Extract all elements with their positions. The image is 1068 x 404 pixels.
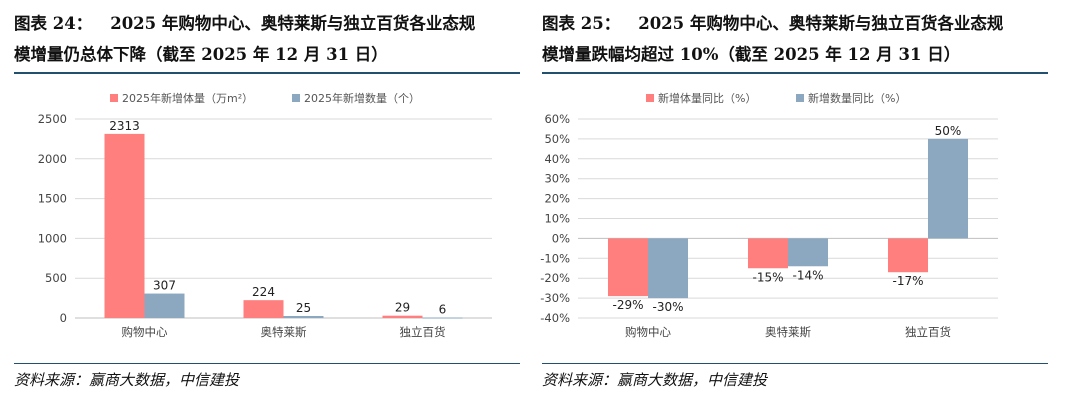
title-line-1: 2025 年购物中心、奥特莱斯与独立百货各业态规 bbox=[110, 14, 476, 33]
y-tick-label: 1000 bbox=[38, 231, 67, 245]
data-label: 25 bbox=[296, 301, 311, 315]
y-tick-label: 1500 bbox=[38, 192, 67, 206]
bar bbox=[382, 315, 423, 318]
title-rule bbox=[14, 72, 520, 74]
x-tick-label: 购物中心 bbox=[122, 325, 168, 339]
y-tick-label: 50% bbox=[544, 132, 570, 146]
legend-swatch bbox=[110, 94, 118, 102]
data-label: -29% bbox=[612, 298, 643, 312]
y-tick-label: 40% bbox=[544, 152, 570, 166]
data-label: 307 bbox=[153, 279, 176, 293]
x-tick-label: 独立百货 bbox=[400, 325, 446, 339]
y-tick-label: -40% bbox=[540, 311, 570, 325]
source-note: 资料来源：赢商大数据，中信建投 bbox=[542, 371, 768, 389]
source-rule bbox=[542, 363, 1048, 364]
x-tick-label: 奥特莱斯 bbox=[765, 325, 811, 339]
chart-panel-25: 图表 25： 2025 年购物中心、奥特莱斯与独立百货各业态规 模增量跌幅均超过 … bbox=[528, 0, 1048, 404]
bar bbox=[104, 133, 145, 318]
x-tick-label: 购物中心 bbox=[625, 325, 671, 339]
x-tick-label: 奥特莱斯 bbox=[261, 325, 307, 339]
title-line-1: 2025 年购物中心、奥特莱斯与独立百货各业态规 bbox=[638, 14, 1004, 33]
chart-title: 图表 25： 2025 年购物中心、奥特莱斯与独立百货各业态规 模增量跌幅均超过 … bbox=[542, 8, 1042, 70]
data-label: -15% bbox=[752, 270, 783, 284]
data-label: 2313 bbox=[109, 119, 140, 133]
bar bbox=[283, 316, 324, 318]
legend-label: 2025年新增体量（万m²） bbox=[122, 91, 253, 105]
y-tick-label: 0% bbox=[552, 231, 570, 245]
bar-chart-24: 2025年新增体量（万m²） 2025年新增数量（个） 0 500 1000 1500 20… bbox=[38, 91, 492, 339]
bar bbox=[648, 238, 688, 299]
bar bbox=[788, 238, 828, 267]
y-tick-label: 2000 bbox=[38, 152, 67, 166]
y-tick-label: 0 bbox=[60, 311, 67, 325]
y-tick-label: 500 bbox=[45, 271, 67, 285]
legend-label: 新增数量同比（%） bbox=[808, 91, 906, 105]
y-tick-label: -20% bbox=[540, 271, 570, 285]
bar bbox=[243, 300, 284, 318]
title-line-2: 模增量跌幅均超过 10%（截至 2025 年 12 月 31 日） bbox=[542, 45, 961, 64]
legend-swatch bbox=[292, 94, 300, 102]
legend-label: 2025年新增数量（个） bbox=[304, 91, 420, 105]
y-tick-label: 2500 bbox=[38, 112, 67, 126]
source-note: 资料来源：赢商大数据，中信建投 bbox=[14, 371, 240, 389]
data-label: 29 bbox=[395, 301, 410, 315]
source-rule bbox=[14, 363, 520, 364]
bar-chart-25: 新增体量同比（%） 新增数量同比（%） -40% -30% -20% -10% 0% 10% 2… bbox=[540, 91, 998, 339]
y-tick-label: -30% bbox=[540, 291, 570, 305]
chart-panel-24: 图表 24： 2025 年购物中心、奥特莱斯与独立百货各业态规 模增量仍总体下降（… bbox=[0, 0, 520, 404]
data-label: 50% bbox=[935, 124, 962, 138]
bar bbox=[608, 238, 648, 297]
bar bbox=[144, 293, 185, 318]
data-label: -17% bbox=[892, 274, 923, 288]
legend-label: 新增体量同比（%） bbox=[658, 91, 756, 105]
data-label: -14% bbox=[792, 268, 823, 282]
bar bbox=[422, 317, 463, 319]
y-tick-label: 60% bbox=[544, 112, 570, 126]
data-label: 224 bbox=[252, 285, 275, 299]
bar bbox=[888, 238, 928, 273]
y-tick-label: 20% bbox=[544, 192, 570, 206]
figure-label: 图表 24： bbox=[14, 14, 93, 33]
bar bbox=[748, 238, 788, 269]
data-label: 6 bbox=[439, 303, 447, 317]
x-tick-label: 独立百货 bbox=[905, 325, 951, 339]
chart-title: 图表 24： 2025 年购物中心、奥特莱斯与独立百货各业态规 模增量仍总体下降（… bbox=[14, 8, 514, 70]
bar bbox=[928, 138, 968, 239]
y-tick-label: 30% bbox=[544, 172, 570, 186]
figure-label: 图表 25： bbox=[542, 14, 621, 33]
legend-swatch bbox=[646, 94, 654, 102]
legend-swatch bbox=[796, 94, 804, 102]
y-tick-label: 10% bbox=[544, 212, 570, 226]
data-label: -30% bbox=[652, 300, 683, 314]
y-tick-label: -10% bbox=[540, 251, 570, 265]
title-rule bbox=[542, 72, 1048, 74]
title-line-2: 模增量仍总体下降（截至 2025 年 12 月 31 日） bbox=[14, 45, 388, 64]
